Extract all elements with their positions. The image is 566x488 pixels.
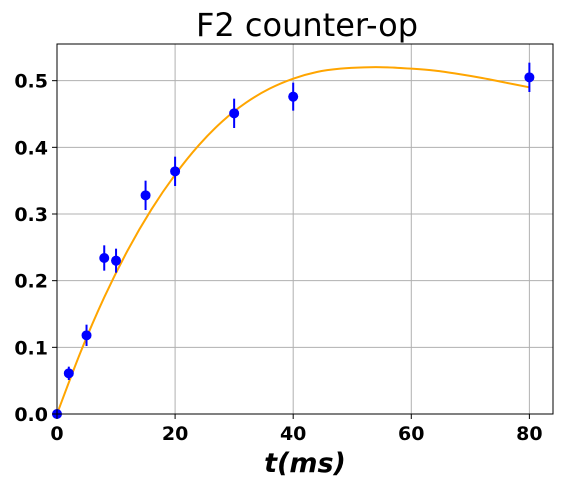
data-point — [99, 253, 110, 263]
y-axis-ticks: 0.0 0.1 0.2 0.3 0.4 0.5 — [14, 71, 57, 426]
x-axis-ticks: 0 20 40 60 80 — [50, 414, 543, 445]
y-tick-label: 0.1 — [14, 337, 48, 359]
data-point — [288, 91, 299, 102]
y-tick-label: 0.2 — [14, 271, 48, 293]
data-point — [81, 330, 92, 341]
y-tick-label: 0.4 — [14, 137, 48, 159]
x-tick-label: 20 — [162, 423, 188, 445]
y-tick-label: 0.0 — [14, 404, 48, 426]
x-axis-label: t(ms) — [264, 448, 346, 479]
data-point — [170, 166, 181, 177]
data-point — [524, 72, 535, 83]
data-point — [63, 368, 74, 379]
chart-title: F2 counter-op — [196, 6, 418, 44]
data-points — [52, 72, 535, 419]
fit-line — [56, 66, 530, 415]
plot-frame — [56, 43, 554, 415]
x-tick-label: 60 — [398, 423, 424, 445]
data-point — [140, 190, 151, 201]
y-tick-label: 0.5 — [14, 71, 48, 93]
y-tick-label: 0.3 — [14, 204, 48, 226]
fit-curve — [56, 66, 530, 415]
x-tick-label: 0 — [50, 423, 63, 445]
data-point — [229, 108, 240, 119]
data-point — [111, 255, 122, 266]
x-tick-label: 80 — [516, 423, 542, 445]
x-tick-label: 40 — [280, 423, 306, 445]
